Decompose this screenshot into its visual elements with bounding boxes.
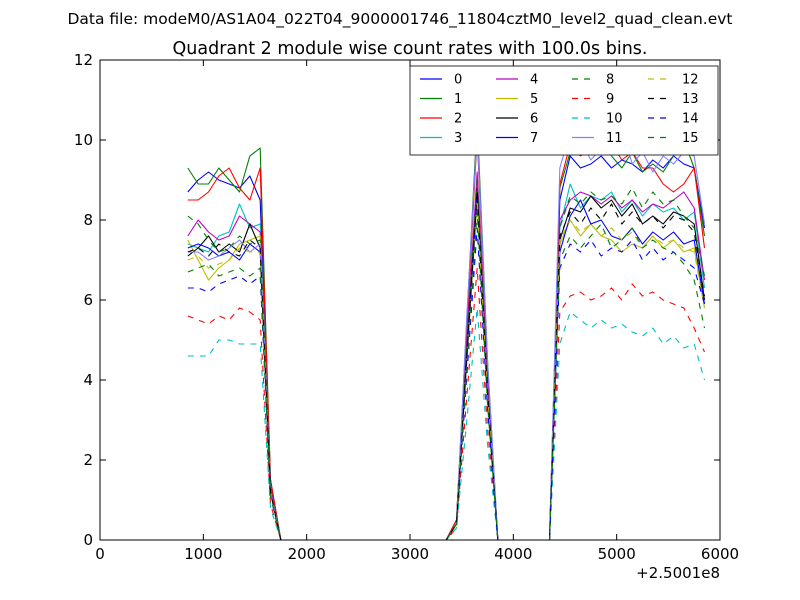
legend-label-1: 1: [454, 92, 462, 107]
series-line-13: [187, 191, 706, 540]
y-tick-label: 0: [83, 531, 93, 549]
x-tick-label: 2000: [288, 545, 326, 563]
legend-label-3: 3: [454, 131, 462, 146]
x-tick-label: 0: [95, 545, 105, 563]
x-tick-label: 4000: [494, 545, 532, 563]
x-offset-label: +2.5001e8: [636, 564, 720, 582]
x-tick-label: 6000: [701, 545, 739, 563]
series-line-14: [187, 227, 706, 540]
x-tick-label: 1000: [184, 545, 222, 563]
figure-suptitle: Data file: modeM0/AS1A04_022T04_90000017…: [67, 10, 732, 29]
legend-label-13: 13: [682, 92, 699, 107]
series-layer: [187, 119, 706, 540]
legend-label-5: 5: [530, 92, 538, 107]
x-tick-label: 3000: [391, 545, 429, 563]
legend-label-11: 11: [606, 131, 623, 146]
y-tick-label: 10: [74, 131, 93, 149]
legend-label-2: 2: [454, 112, 462, 127]
legend-label-12: 12: [682, 73, 699, 88]
y-tick-label: 8: [83, 211, 93, 229]
y-tick-label: 4: [83, 371, 93, 389]
legend-label-9: 9: [606, 92, 614, 107]
legend-label-7: 7: [530, 131, 538, 146]
legend-label-4: 4: [530, 73, 538, 88]
legend-label-15: 15: [682, 131, 699, 146]
chart-title: Quadrant 2 module wise count rates with …: [173, 39, 648, 59]
series-line-12: [187, 199, 706, 540]
series-line-9: [187, 267, 706, 540]
y-tick-label: 2: [83, 451, 93, 469]
series-line-10: [187, 307, 706, 540]
series-line-8: [187, 179, 706, 540]
legend-label-10: 10: [606, 112, 623, 127]
x-tick-label: 5000: [598, 545, 636, 563]
legend-label-6: 6: [530, 112, 538, 127]
legend-box: [409, 65, 719, 156]
series-line-2: [187, 135, 706, 540]
legend-label-14: 14: [682, 112, 699, 127]
y-tick-label: 12: [74, 51, 93, 69]
series-line-15: [187, 211, 706, 540]
y-tick-label: 6: [83, 291, 93, 309]
legend-label-0: 0: [454, 73, 462, 88]
legend-label-8: 8: [606, 73, 614, 88]
